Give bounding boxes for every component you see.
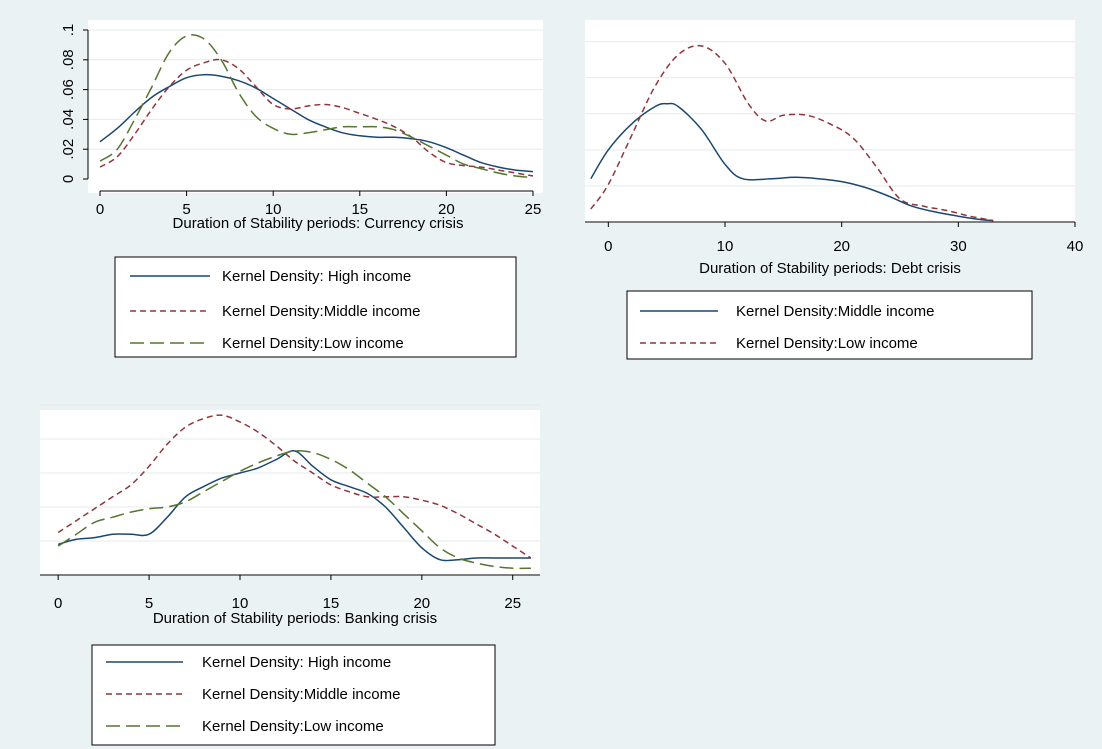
plot-area-currency [88, 20, 543, 193]
x-axis-label-banking: Duration of Stability periods: Banking c… [153, 610, 437, 627]
y-tick-label: .1 [60, 24, 77, 37]
x-tick-label: 25 [504, 595, 521, 612]
x-tick-label: 10 [265, 201, 282, 218]
x-tick-label: 30 [950, 238, 967, 255]
x-tick-label: 0 [604, 238, 612, 255]
plot-area-debt [585, 20, 1075, 223]
legend-label-low-income-banking: Kernel Density:Low income [202, 718, 384, 735]
y-tick-label: .08 [60, 49, 77, 70]
x-tick-label: 10 [717, 238, 734, 255]
xtick-labels-banking: 0 5 10 15 20 25 [54, 575, 521, 612]
legend-label-high-income: Kernel Density: High income [222, 268, 411, 285]
series-line-currency-1 [99, 58, 534, 177]
x-axis-label-currency: Duration of Stability periods: Currency … [173, 215, 464, 232]
series-line-banking-0 [57, 450, 531, 562]
x-tick-label: 15 [351, 201, 368, 218]
legend-label-middle-income-banking: Kernel Density:Middle income [202, 686, 400, 703]
legend-label-high-income-banking: Kernel Density: High income [202, 654, 391, 671]
series-layer-currency [99, 34, 534, 179]
series-line-currency-2 [99, 34, 534, 179]
legend-banking: Kernel Density: High income Kernel Densi… [91, 644, 496, 746]
legend-label-middle-income: Kernel Density:Middle income [222, 303, 420, 320]
series-layer-debt [590, 44, 994, 222]
legend-box-debt [626, 290, 1033, 360]
grid-debt [585, 41, 1075, 187]
series-line-debt-1 [590, 44, 994, 222]
x-tick-label: 0 [54, 595, 62, 612]
legend-box-currency [114, 256, 517, 358]
legend-label-low-income-debt: Kernel Density:Low income [736, 335, 918, 352]
plot-area-banking [40, 410, 540, 576]
x-tick-label: 25 [525, 201, 542, 218]
x-tick-label: 5 [182, 201, 190, 218]
panel-debt: 0 10 20 30 40 Duration of Stability periods:… [585, 20, 1083, 360]
panel-currency: 0 .02 .04 .06 .08 .1 0 5 10 15 20 25 Duration of S… [60, 20, 543, 358]
legend-label-low-income: Kernel Density:Low income [222, 335, 404, 352]
legend-currency: Kernel Density: High income Kernel Densi… [114, 256, 517, 358]
x-tick-label: 40 [1067, 238, 1084, 255]
grid-banking [40, 404, 540, 542]
xtick-labels-currency: 0 5 10 15 20 25 [96, 191, 542, 218]
series-line-debt-0 [590, 102, 994, 222]
ytick-labels-currency: 0 .02 .04 .06 .08 .1 [60, 24, 88, 183]
series-line-banking-1 [57, 414, 532, 559]
series-line-currency-0 [99, 73, 534, 173]
series-line-banking-2 [57, 449, 531, 570]
x-tick-label: 5 [145, 595, 153, 612]
y-tick-label: .06 [60, 79, 77, 100]
y-tick-label: .02 [60, 139, 77, 160]
x-tick-label: 20 [833, 238, 850, 255]
legend-debt: Kernel Density:Middle income Kernel Dens… [626, 290, 1033, 360]
legend-label-middle-income-debt: Kernel Density:Middle income [736, 303, 934, 320]
series-layer-banking [57, 414, 532, 570]
x-tick-label: 15 [323, 595, 340, 612]
xtick-labels-debt: 0 10 20 30 40 [604, 222, 1083, 255]
x-tick-label: 20 [438, 201, 455, 218]
panel-banking: 0 5 10 15 20 25 Duration of Stability periods… [40, 404, 540, 746]
x-tick-label: 10 [232, 595, 249, 612]
x-tick-label: 20 [413, 595, 430, 612]
y-tick-label: 0 [60, 175, 77, 183]
x-tick-label: 0 [96, 201, 104, 218]
y-tick-label: .04 [60, 109, 77, 130]
x-axis-label-debt: Duration of Stability periods: Debt cris… [699, 260, 961, 277]
